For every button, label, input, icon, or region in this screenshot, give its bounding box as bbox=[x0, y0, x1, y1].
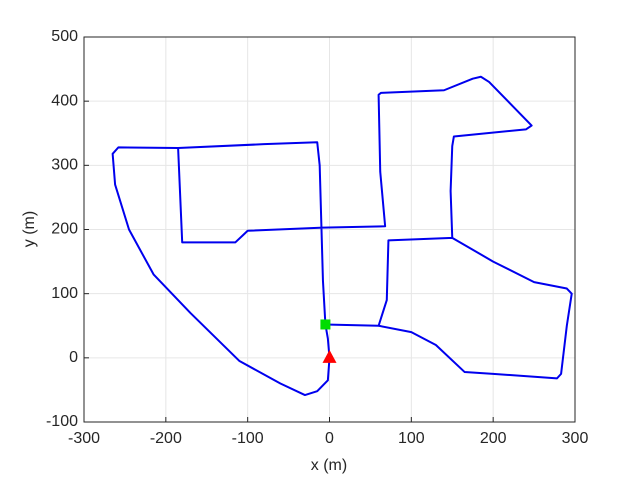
trajectory bbox=[111, 75, 573, 397]
plot-frame bbox=[83, 36, 576, 423]
x-axis-label: x (m) bbox=[311, 457, 347, 474]
x-tick-label: -300 bbox=[68, 430, 100, 447]
x-tick-label: 100 bbox=[398, 430, 425, 447]
y-tick-label: -100 bbox=[46, 413, 78, 430]
y-tick-label: 0 bbox=[69, 349, 78, 366]
end-marker bbox=[322, 349, 337, 363]
x-tick-label: 0 bbox=[325, 430, 334, 447]
x-tick-label: 300 bbox=[562, 430, 589, 447]
y-tick-label: 200 bbox=[51, 221, 78, 238]
y-tick-label: 100 bbox=[51, 285, 78, 302]
x-tick-label: -200 bbox=[150, 430, 182, 447]
start-marker bbox=[320, 319, 331, 330]
y-axis-label: y (m) bbox=[21, 211, 38, 247]
y-tick-label: 500 bbox=[51, 28, 78, 45]
x-tick-label: -100 bbox=[232, 430, 264, 447]
y-tick-label: 300 bbox=[51, 157, 78, 174]
x-tick-label: 200 bbox=[480, 430, 507, 447]
y-tick-label: 400 bbox=[51, 92, 78, 109]
